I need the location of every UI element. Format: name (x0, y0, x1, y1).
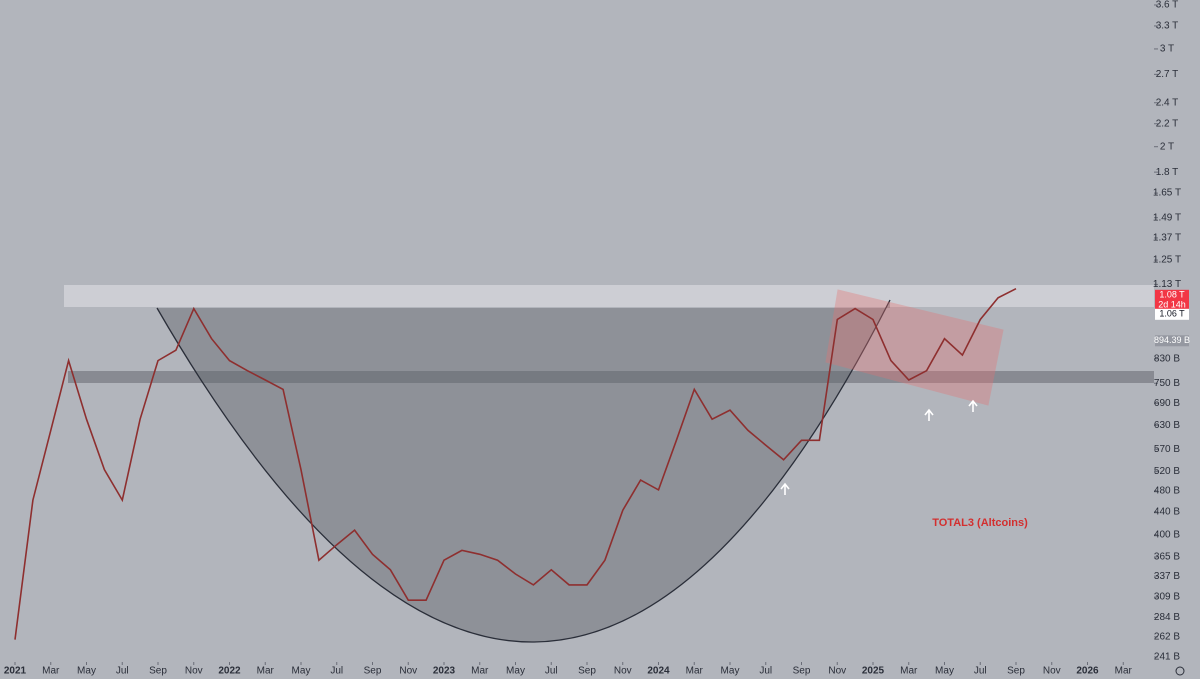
x-tick-label: Nov (614, 666, 632, 677)
x-tick-label: Sep (793, 666, 811, 677)
x-tick-label: 2021 (4, 666, 27, 677)
x-tick-label: Nov (1043, 666, 1061, 677)
x-tick-label: Nov (185, 666, 203, 677)
x-tick-label: 2026 (1076, 666, 1099, 677)
support-zone (68, 371, 1154, 383)
x-tick-label: 2024 (647, 666, 670, 677)
countdown: 2d 14h (1158, 300, 1186, 310)
x-tick-label: May (935, 666, 954, 677)
price-label-box (1155, 289, 1189, 312)
settings-icon[interactable] (1175, 666, 1185, 676)
price-label: 1.08 T (1159, 290, 1185, 300)
x-tick-label: Mar (1115, 666, 1133, 677)
y-tick-label: 830 B (1154, 353, 1180, 364)
y-tick-label: 1.65 T (1153, 188, 1181, 199)
x-tick-label: 2025 (862, 666, 885, 677)
x-tick-label: Mar (42, 666, 60, 677)
y-tick-label: 1.49 T (1153, 212, 1181, 223)
y-tick-label: 3.6 T (1156, 0, 1179, 11)
y-tick-label: 1.8 T (1156, 167, 1179, 178)
price-label: 1.06 T (1159, 309, 1185, 319)
x-tick-label: 2023 (433, 666, 456, 677)
x-tick-label: Nov (828, 666, 846, 677)
y-tick-label: 690 B (1154, 398, 1180, 409)
x-tick-label: Sep (149, 666, 167, 677)
y-tick-label: 2.4 T (1156, 97, 1179, 108)
y-tick-label: 520 B (1154, 466, 1180, 477)
y-tick-label: 400 B (1154, 529, 1180, 540)
x-tick-label: Mar (257, 666, 275, 677)
y-tick-label: 2 T (1160, 141, 1174, 152)
arrows (780, 399, 978, 495)
x-tick-label: Jul (116, 666, 129, 677)
y-tick-label: 750 B (1154, 378, 1180, 389)
y-tick-label: 1.37 T (1153, 233, 1181, 244)
x-tick-label: Mar (471, 666, 489, 677)
price-line (14, 287, 1017, 640)
cup-curve (156, 299, 891, 643)
y-tick-label: 480 B (1154, 486, 1180, 497)
x-tick-label: Jul (974, 666, 987, 677)
x-tick-label: Sep (364, 666, 382, 677)
y-tick-label: 440 B (1154, 506, 1180, 517)
x-tick-label: May (721, 666, 740, 677)
x-tick-label: Sep (578, 666, 596, 677)
y-tick-label: 1.25 T (1153, 255, 1181, 266)
x-tick-label: Jul (759, 666, 772, 677)
y-tick-label: 284 B (1154, 612, 1180, 623)
y-tick-label: 1.13 T (1153, 279, 1181, 290)
x-tick-label: May (77, 666, 96, 677)
y-tick-label: 337 B (1154, 571, 1180, 582)
y-tick-label: 3.3 T (1156, 21, 1179, 32)
y-tick-label: 3 T (1160, 44, 1174, 55)
x-tick-label: Mar (900, 666, 918, 677)
price-label-box (1155, 308, 1189, 320)
x-tick-label: Jul (545, 666, 558, 677)
y-tick-label: 2.7 T (1156, 69, 1179, 80)
x-tick-label: May (506, 666, 525, 677)
y-tick-label: 241 B (1154, 652, 1180, 663)
y-tick-label: 2.2 T (1156, 118, 1179, 129)
y-tick-label: 262 B (1154, 632, 1180, 643)
y-tick-label: 630 B (1154, 420, 1180, 431)
x-tick-label: 2022 (218, 666, 241, 677)
annotation: TOTAL3 (Altcoins) (932, 517, 1028, 529)
x-tick-label: Nov (399, 666, 417, 677)
x-tick-label: Mar (686, 666, 704, 677)
x-tick-label: Sep (1007, 666, 1025, 677)
x-tick-label: May (292, 666, 311, 677)
price-label: 894.39 B (1154, 335, 1190, 345)
y-tick-label: 570 B (1154, 444, 1180, 455)
resistance-zone (64, 285, 1154, 307)
cup-fill (157, 300, 890, 643)
y-tick-label: 365 B (1154, 552, 1180, 563)
price-label-box (1155, 335, 1189, 347)
y-tick-label: 309 B (1154, 592, 1180, 603)
x-tick-label: Jul (330, 666, 343, 677)
